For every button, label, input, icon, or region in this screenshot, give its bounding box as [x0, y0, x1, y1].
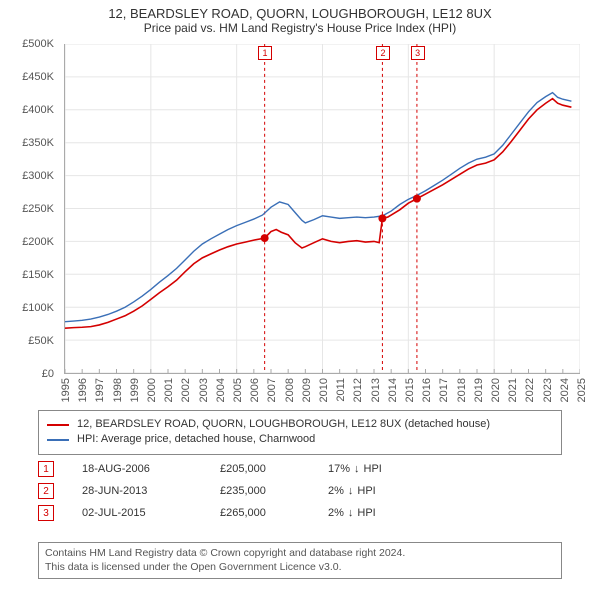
- x-axis: 1995199619971998199920002001200220032004…: [64, 376, 580, 404]
- y-axis: £0£50K£100K£150K£200K£250K£300K£350K£400…: [10, 44, 60, 374]
- event-dot: [261, 234, 269, 242]
- plot-svg: [65, 44, 580, 373]
- y-tick-label: £500K: [22, 38, 54, 50]
- x-tick-label: 2021: [507, 378, 519, 402]
- legend-row: HPI: Average price, detached house, Char…: [47, 432, 553, 447]
- y-tick-label: £400K: [22, 104, 54, 116]
- event-dot: [413, 195, 421, 203]
- event-date: 02-JUL-2015: [82, 507, 192, 519]
- x-tick-label: 1998: [112, 378, 124, 402]
- x-tick-label: 2023: [542, 378, 554, 402]
- x-tick-label: 2014: [387, 378, 399, 402]
- event-row: 1 18-AUG-2006 £205,000 17%↓HPI: [38, 461, 562, 477]
- x-tick-label: 2002: [180, 378, 192, 402]
- series-property: [65, 99, 571, 329]
- event-marker-box: 1: [258, 46, 272, 60]
- y-tick-label: £450K: [22, 71, 54, 83]
- x-tick-label: 2016: [421, 378, 433, 402]
- series-hpi: [65, 93, 571, 322]
- x-tick-label: 2012: [352, 378, 364, 402]
- x-tick-label: 1996: [77, 378, 89, 402]
- y-tick-label: £250K: [22, 203, 54, 215]
- x-tick-label: 2011: [335, 378, 347, 402]
- y-tick-label: £300K: [22, 170, 54, 182]
- event-date: 18-AUG-2006: [82, 463, 192, 475]
- legend-swatch: [47, 424, 69, 426]
- event-price: £265,000: [220, 507, 300, 519]
- x-tick-label: 2020: [490, 378, 502, 402]
- legend-label: HPI: Average price, detached house, Char…: [77, 432, 315, 447]
- legend-swatch: [47, 439, 69, 441]
- event-date: 28-JUN-2013: [82, 485, 192, 497]
- y-tick-label: £50K: [28, 335, 54, 347]
- x-tick-label: 2005: [232, 378, 244, 402]
- x-tick-label: 2006: [249, 378, 261, 402]
- event-dot: [378, 214, 386, 222]
- footer-line2: This data is licensed under the Open Gov…: [45, 561, 555, 575]
- arrow-down-icon: ↓: [348, 507, 354, 519]
- event-delta: 2%↓HPI: [328, 485, 388, 497]
- event-marker-box: 2: [376, 46, 390, 60]
- footer-line1: Contains HM Land Registry data © Crown c…: [45, 547, 555, 561]
- chart-area: £0 £50K £100K £150K £200K £250K £300K £350K £400…: [10, 44, 590, 404]
- x-tick-label: 2018: [456, 378, 468, 402]
- chart-subtitle: Price paid vs. HM Land Registry's House …: [0, 21, 600, 39]
- x-tick-label: 2017: [438, 378, 450, 402]
- event-price: £235,000: [220, 485, 300, 497]
- legend-row: 12, BEARDSLEY ROAD, QUORN, LOUGHBOROUGH,…: [47, 417, 553, 432]
- event-number-box: 2: [38, 483, 54, 499]
- x-tick-label: 2013: [370, 378, 382, 402]
- event-marker-box: 3: [411, 46, 425, 60]
- footer-attribution: Contains HM Land Registry data © Crown c…: [38, 542, 562, 579]
- x-tick-label: 2008: [284, 378, 296, 402]
- legend: 12, BEARDSLEY ROAD, QUORN, LOUGHBOROUGH,…: [38, 410, 562, 455]
- chart-title: 12, BEARDSLEY ROAD, QUORN, LOUGHBOROUGH,…: [0, 0, 600, 21]
- y-tick-label: £150K: [22, 269, 54, 281]
- x-tick-label: 2000: [146, 378, 158, 402]
- y-tick-label: £350K: [22, 137, 54, 149]
- x-tick-label: 1995: [60, 378, 72, 402]
- legend-label: 12, BEARDSLEY ROAD, QUORN, LOUGHBOROUGH,…: [77, 417, 490, 432]
- x-tick-label: 1999: [129, 378, 141, 402]
- event-price: £205,000: [220, 463, 300, 475]
- y-tick-label: £200K: [22, 236, 54, 248]
- event-delta: 2%↓HPI: [328, 507, 388, 519]
- event-row: 2 28-JUN-2013 £235,000 2%↓HPI: [38, 483, 562, 499]
- x-tick-label: 2015: [404, 378, 416, 402]
- x-tick-label: 1997: [94, 378, 106, 402]
- arrow-down-icon: ↓: [348, 485, 354, 497]
- x-tick-label: 2003: [198, 378, 210, 402]
- event-row: 3 02-JUL-2015 £265,000 2%↓HPI: [38, 505, 562, 521]
- x-tick-label: 2024: [559, 378, 571, 402]
- x-tick-label: 2019: [473, 378, 485, 402]
- x-tick-label: 2004: [215, 378, 227, 402]
- events-table: 1 18-AUG-2006 £205,000 17%↓HPI 2 28-JUN-2013 £…: [38, 455, 562, 527]
- x-tick-label: 2009: [301, 378, 313, 402]
- x-tick-label: 2010: [318, 378, 330, 402]
- event-number-box: 3: [38, 505, 54, 521]
- x-tick-label: 2022: [524, 378, 536, 402]
- arrow-down-icon: ↓: [354, 463, 360, 475]
- y-tick-label: £0: [42, 368, 54, 380]
- plot-area: 1 2 3: [64, 44, 580, 374]
- event-number-box: 1: [38, 461, 54, 477]
- x-tick-label: 2007: [266, 378, 278, 402]
- x-tick-label: 2025: [576, 378, 588, 402]
- y-tick-label: £100K: [22, 302, 54, 314]
- event-delta: 17%↓HPI: [328, 463, 388, 475]
- x-tick-label: 2001: [163, 378, 175, 402]
